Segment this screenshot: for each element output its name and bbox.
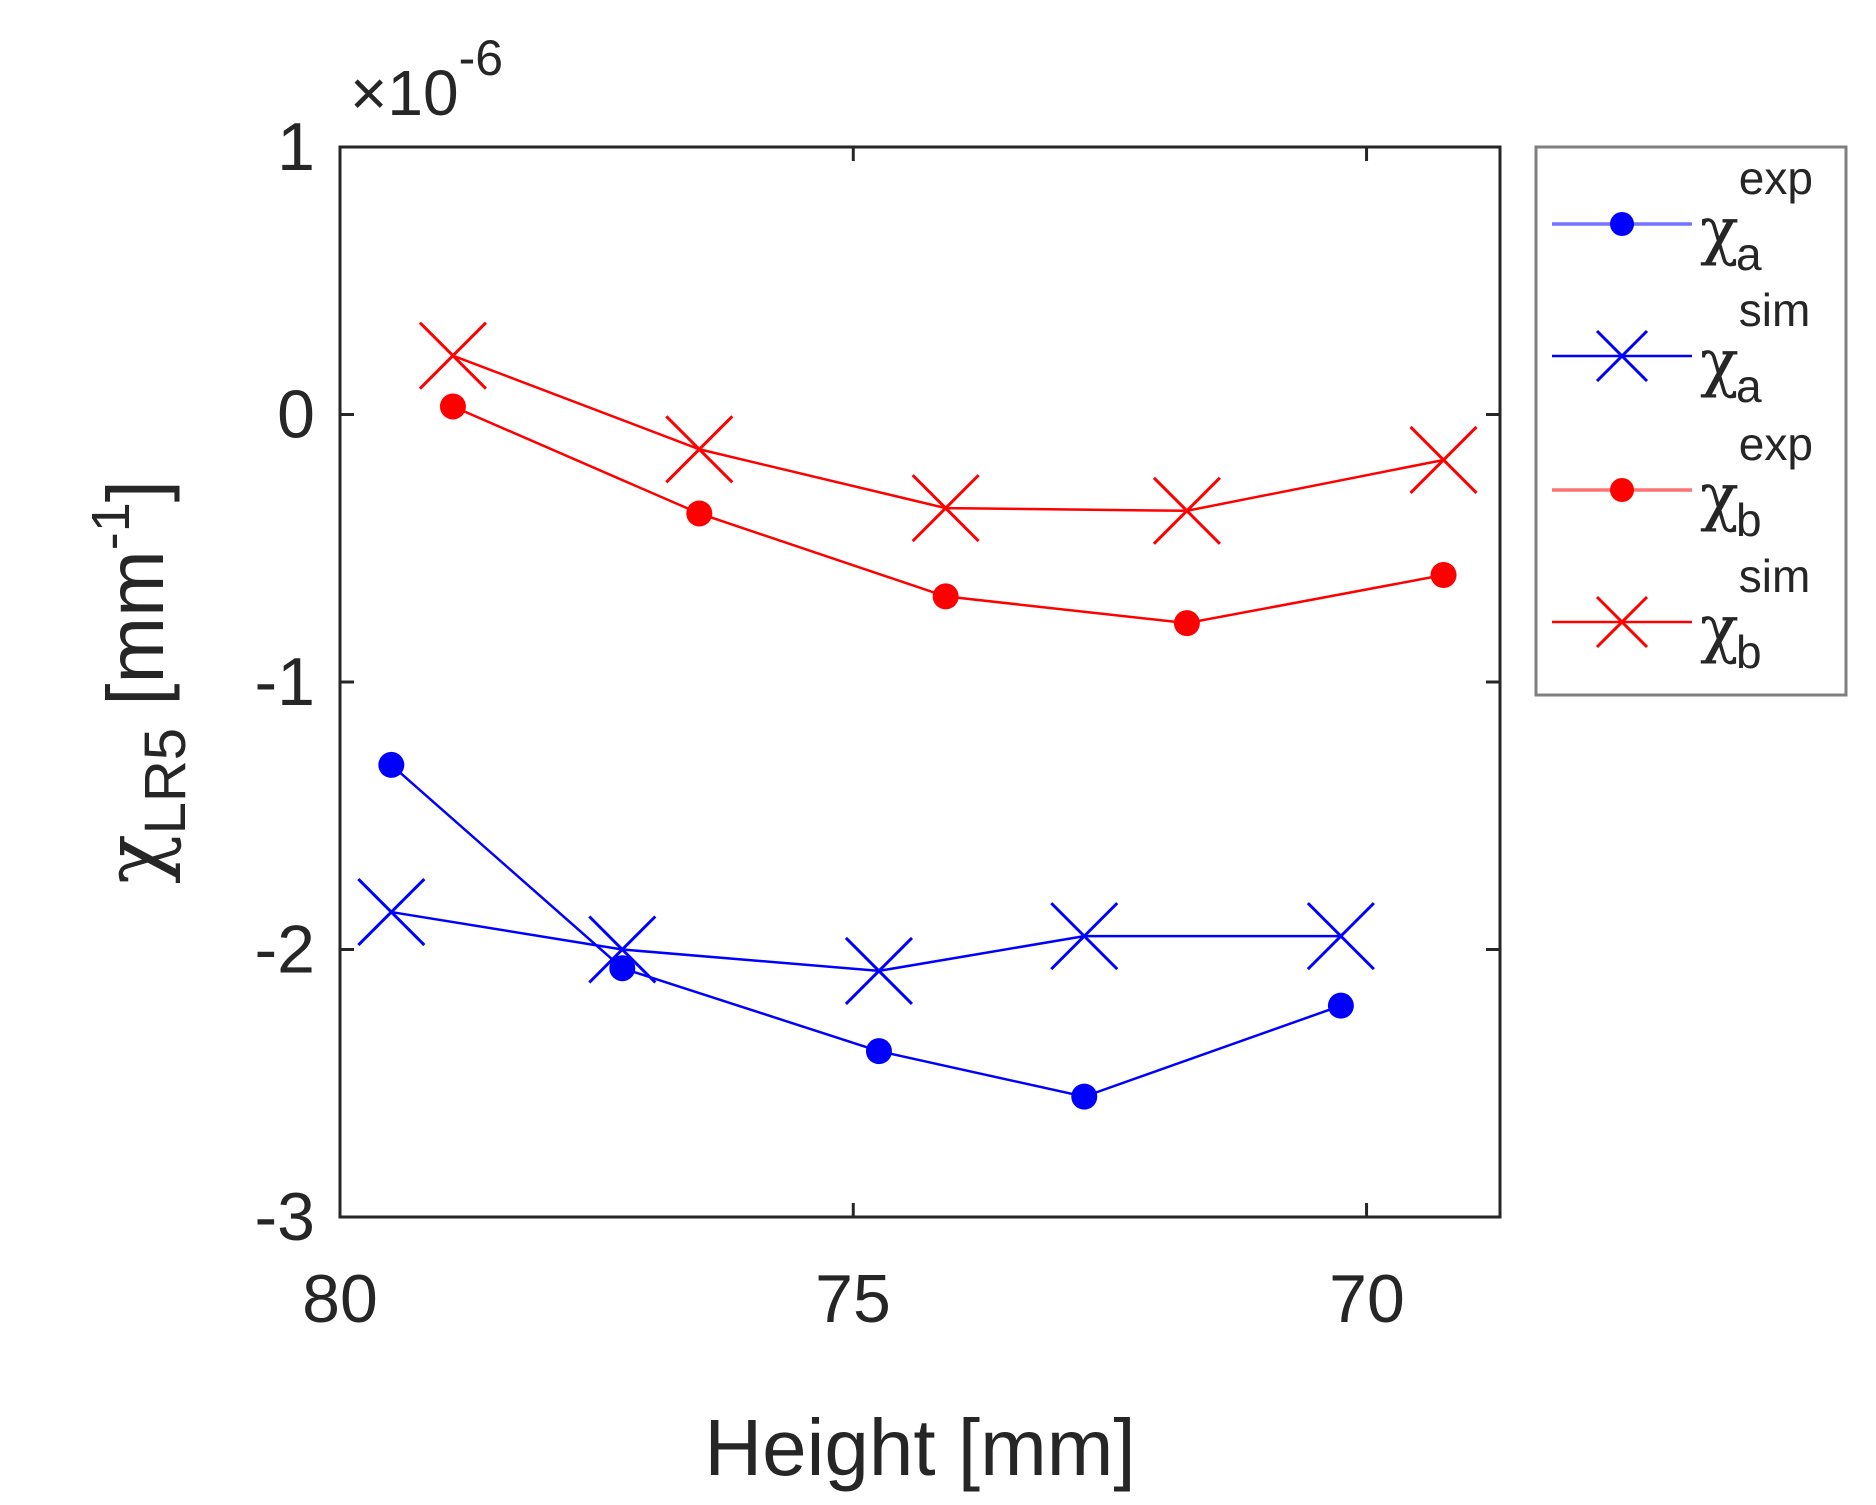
legend-symbol: χ [1700,460,1739,534]
data-point-chi_b_exp [932,583,959,610]
legend-text: χsim a [1700,284,1810,412]
data-point-chi_a_exp [865,1038,892,1065]
data-point-chi_b_sim [418,321,487,390]
legend-sub: a [1736,360,1762,412]
x-axis-label: Height [mm] [704,1403,1135,1492]
y-exponent-power: -6 [459,30,503,86]
data-point-chi_b_exp [686,500,713,527]
data-point-chi_a_sim [844,936,913,1005]
x-tick-labels: 80 75 70 [302,1261,1405,1337]
axis-ticks [338,145,1500,1219]
y-axis-label: χLR5 [mm-1] [81,480,198,884]
y-tick-label: 0 [277,377,315,453]
y-exponent-label: ×10-6 [350,30,503,129]
legend-item-chi-a-exp: χexp a [1552,152,1813,280]
data-point-chi_a_exp [1327,992,1354,1019]
legend-item-chi-b-sim: χsim b [1552,550,1810,678]
legend-item-chi-a-sim: χsim a [1552,284,1810,412]
legend-marker-dot [1610,212,1634,236]
data-point-chi_a_exp [378,751,405,778]
data-point-chi_a_sim [1050,902,1119,971]
data-point-chi_b_sim [1152,476,1221,545]
data-point-chi_b_sim [1409,425,1478,495]
legend-marker-dot [1610,478,1634,502]
data-point-chi_a_sim [357,877,426,947]
y-label-unit-close: ] [91,480,180,502]
legend-sup: exp [1739,152,1813,204]
legend-item-chi-b-exp: χexp b [1552,418,1813,546]
y-label-symbol: χ [88,834,183,884]
legend-sup: sim [1739,550,1811,602]
legend-symbol: χ [1700,194,1739,268]
x-tick-label: 75 [815,1261,891,1337]
legend-symbol: χ [1700,326,1739,400]
legend-sub: b [1736,626,1762,678]
y-tick-labels: 1 0 -1 -2 -3 [255,109,315,1255]
legend-sup: exp [1739,418,1813,470]
y-label-unit-open: [mm [91,550,180,728]
x-tick-label: 80 [302,1261,378,1337]
data-point-chi_b_sim [665,415,734,484]
y-tick-label: -1 [255,644,315,720]
legend-sup: sim [1739,284,1811,336]
y-tick-label: -2 [255,912,315,988]
y-tick-label: 1 [277,109,315,185]
x-tick-label: 70 [1329,1261,1405,1337]
data-point-chi_b_sim [911,474,980,543]
legend-marker-x [1595,329,1649,383]
legend: χexp a χsim a χexp b χsim b [1534,145,1848,697]
data-point-chi_b_exp [1173,610,1200,637]
y-exponent-prefix: ×10 [350,57,459,129]
y-label-unit-power: -1 [81,502,141,550]
legend-symbol: χ [1700,592,1739,666]
legend-sub: a [1736,228,1762,280]
legend-marker-x [1595,595,1649,649]
legend-text: χexp b [1700,418,1813,546]
data-point-chi_b_exp [439,393,466,420]
legend-text: χsim b [1700,550,1810,678]
series-group [357,321,1478,1110]
plot-area [338,145,1502,1219]
legend-sub: b [1736,494,1762,546]
data-point-chi_a_exp [609,955,636,982]
data-point-chi_a_sim [588,915,657,984]
data-point-chi_a_sim [1306,902,1375,971]
y-tick-label: -3 [255,1179,315,1255]
legend-box [1534,145,1848,697]
data-point-chi_b_exp [1430,562,1457,588]
y-label-subscript: LR5 [133,728,198,834]
data-point-chi_a_exp [1071,1083,1098,1110]
legend-text: χexp a [1700,152,1813,280]
